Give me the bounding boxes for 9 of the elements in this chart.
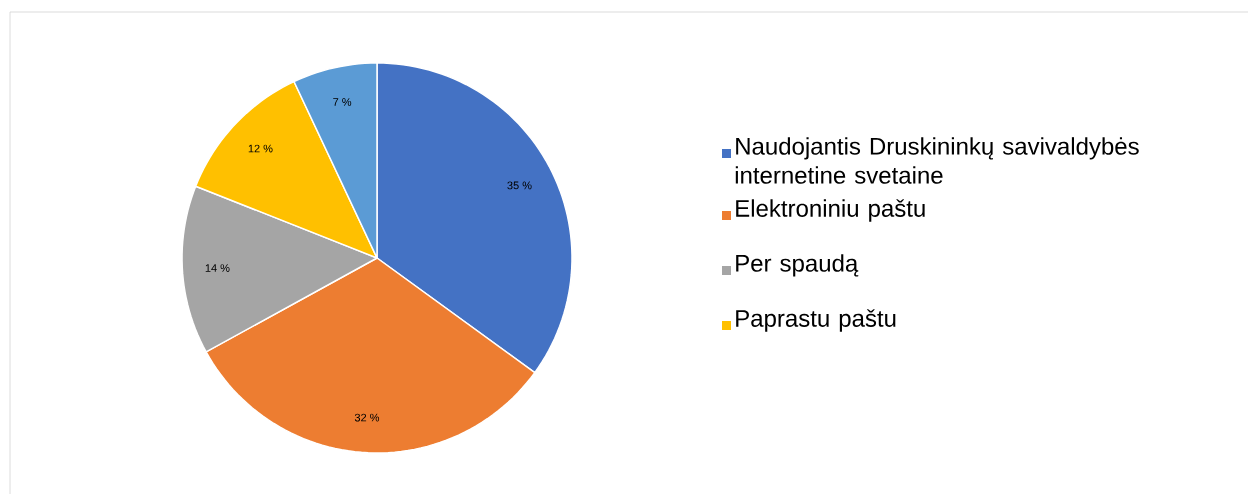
legend-label: Naudojantis Druskininkų savivaldybės internetine svetaine	[735, 137, 1139, 184]
data-label: 12 %	[248, 144, 273, 153]
legend-label: Per spaudą	[736, 254, 859, 277]
legend-label: Elektroniniu paštu	[736, 199, 925, 222]
data-label: 35 %	[507, 181, 532, 190]
data-label: 14 %	[205, 264, 230, 272]
legend-label: Paprastu paštu	[736, 309, 896, 332]
data-label: 32 %	[354, 413, 380, 422]
data-label: 7 %	[333, 98, 352, 106]
